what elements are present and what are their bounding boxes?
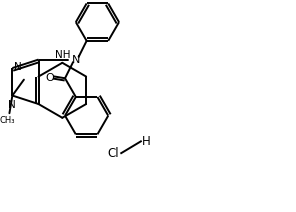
Text: H: H — [141, 135, 150, 148]
Text: CH₃: CH₃ — [0, 116, 15, 125]
Text: NH: NH — [54, 50, 70, 60]
Text: O: O — [45, 73, 54, 83]
Text: Cl: Cl — [107, 147, 119, 160]
Text: N: N — [14, 62, 22, 72]
Text: N: N — [72, 54, 80, 65]
Text: N: N — [7, 100, 15, 110]
